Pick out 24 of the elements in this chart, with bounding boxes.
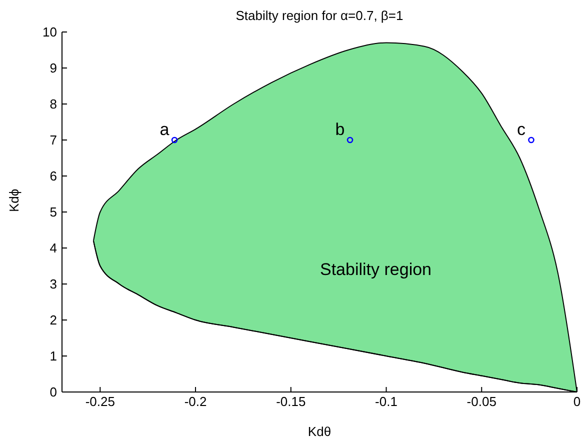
y-tick-label: 5 (50, 204, 57, 220)
x-tick-label: -0.2 (184, 394, 207, 410)
y-tick-label: 1 (50, 348, 57, 364)
y-tick-label: 0 (50, 384, 57, 400)
x-tick-label: -0.25 (85, 394, 115, 410)
x-tick-label: -0.05 (466, 394, 496, 410)
annotation: a (160, 120, 170, 139)
y-tick-label: 8 (50, 96, 57, 112)
x-axis-title: Kdθ (308, 424, 332, 439)
annotation: b (335, 120, 345, 139)
y-tick-label: 7 (50, 132, 57, 148)
y-axis-title: Kdϕ (6, 188, 22, 212)
y-tick-label: 3 (50, 276, 57, 292)
x-tick-label: 0 (573, 394, 581, 410)
chart-title: Stabilty region for α=0.7, β=1 (234, 8, 404, 23)
y-tick-label: 10 (42, 24, 57, 40)
y-tick-label: 9 (50, 60, 57, 76)
annotation: Stability region (320, 260, 432, 280)
y-tick-label: 6 (50, 168, 57, 184)
annotation: c (516, 120, 526, 139)
x-tick-label: -0.1 (375, 394, 398, 410)
x-tick-label: -0.15 (276, 394, 306, 410)
y-tick-label: 4 (50, 240, 57, 256)
y-tick-label: 2 (50, 312, 57, 328)
